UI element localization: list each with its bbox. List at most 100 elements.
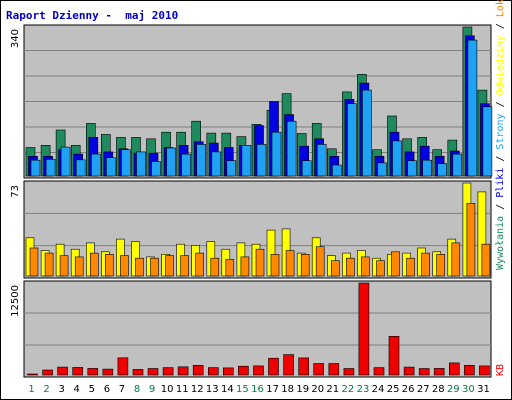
x-tick-label: 22	[342, 384, 355, 395]
x-tick-label: 17	[266, 384, 279, 395]
bar-top-s2-d30	[467, 39, 478, 177]
x-tick-label: 8	[134, 384, 140, 395]
bar-top-s2-d23	[362, 89, 372, 177]
bar-top-s2-d24	[377, 162, 387, 177]
x-tick-label: 15	[236, 384, 249, 395]
x-tick-label: 7	[119, 384, 125, 395]
bar-bottom-s0-d1	[27, 373, 38, 376]
bar-bottom-s0-d8	[132, 369, 144, 376]
x-tick-label: 25	[387, 384, 400, 395]
bar-top-s2-d1	[30, 159, 41, 177]
legend-item: Lokalizacje	[495, 0, 506, 17]
x-tick-label: 1	[28, 384, 34, 395]
plot-area-bottom	[23, 280, 492, 378]
bar-middle-s1-d14	[225, 259, 235, 277]
bar-middle-s1-d23	[361, 256, 370, 277]
x-tick-label: 24	[372, 384, 385, 395]
bar-bottom-s0-d26	[403, 366, 415, 376]
x-tick-label: 2	[43, 384, 49, 395]
x-tick-label: 9	[149, 384, 155, 395]
bar-bottom-s0-d10	[162, 367, 174, 376]
x-tick-label: 20	[311, 384, 324, 395]
bar-top-s2-d21	[331, 164, 342, 177]
bar-top-s2-d9	[151, 161, 161, 177]
bar-bottom-s0-d7	[117, 357, 129, 376]
x-tick-label: 31	[477, 384, 490, 395]
legend-kb: KB	[495, 364, 506, 376]
bar-middle-s1-d3	[59, 255, 69, 277]
bar-bottom-s0-d12	[192, 364, 204, 376]
bar-middle-s1-d21	[330, 260, 340, 277]
x-tick-label: 13	[206, 384, 219, 395]
bar-bottom-s0-d31	[479, 365, 490, 376]
x-tick-label: 21	[326, 384, 339, 395]
x-tick-label: 12	[191, 384, 204, 395]
legend-item: Strony	[495, 113, 506, 149]
x-tick-label: 18	[281, 384, 294, 395]
bar-top-s2-d2	[45, 159, 56, 177]
bar-bottom-s0-d30	[464, 364, 475, 376]
bar-bottom-s0-d3	[57, 366, 68, 376]
bar-top-s2-d19	[301, 160, 312, 177]
bar-middle-s1-d4	[74, 256, 84, 277]
bar-top-s2-d11	[181, 153, 191, 177]
bar-middle-s1-d24	[376, 260, 385, 277]
bar-top-s2-d20	[316, 144, 327, 177]
bar-top-s2-d26	[407, 160, 417, 177]
x-tick-label: 19	[296, 384, 309, 395]
bar-top-s2-d18	[286, 120, 297, 177]
bar-middle-s1-d2	[44, 252, 54, 277]
bar-middle-s1-d16	[255, 248, 265, 277]
x-tick-label: 3	[59, 384, 65, 395]
bar-top-s2-d27	[422, 159, 433, 177]
x-tick-label: 27	[417, 384, 430, 395]
x-tick-label: 5	[89, 384, 95, 395]
x-tick-label: 11	[176, 384, 189, 395]
x-tick-label: 23	[357, 384, 370, 395]
bar-top-s2-d4	[75, 159, 86, 177]
legend-right: Wywołania / Pliki / Strony / Odwiedziny …	[495, 0, 506, 270]
bar-bottom-s0-d22	[343, 368, 355, 376]
bar-middle-s1-d22	[346, 257, 355, 277]
bar-top-s2-d8	[136, 151, 146, 177]
bar-bottom-s0-d6	[102, 368, 114, 376]
bar-bottom-s0-d15	[238, 365, 249, 376]
bar-middle-s1-d1	[29, 247, 39, 277]
bar-middle-s1-d11	[180, 255, 189, 277]
bar-bottom-s0-d21	[328, 363, 340, 376]
y-max-label-top: 340	[10, 29, 21, 48]
bar-top-s2-d12	[196, 144, 206, 177]
chart-title: Raport Dzienny - maj 2010	[6, 9, 179, 22]
x-tick-label: 6	[104, 384, 110, 395]
bar-bottom-s0-d9	[147, 368, 159, 376]
bar-bottom-s0-d27	[418, 368, 430, 376]
bar-top-s2-d17	[271, 131, 282, 177]
legend-item: Pliki	[495, 168, 506, 198]
bar-bottom-s0-d5	[87, 368, 99, 376]
legend-item: /	[495, 17, 506, 35]
bar-middle-s1-d27	[421, 252, 431, 277]
bar-bottom-s0-d16	[253, 365, 264, 376]
bar-bottom-s0-d13	[208, 367, 219, 376]
bar-middle-s1-d13	[210, 257, 220, 277]
x-tick-label: 30	[462, 384, 475, 395]
bar-top-s2-d3	[60, 146, 71, 177]
legend-item: /	[495, 95, 506, 113]
legend-item: /	[495, 198, 506, 216]
bar-middle-s1-d12	[195, 252, 204, 277]
bar-bottom-s0-d17	[268, 357, 279, 376]
bar-bottom-s0-d25	[388, 335, 400, 376]
bar-middle-s1-d30	[466, 203, 476, 277]
bar-bottom-s0-d28	[433, 368, 445, 376]
bar-middle-s1-d8	[135, 257, 144, 277]
bar-top-s2-d31	[482, 106, 493, 177]
bar-top-s2-d28	[437, 163, 448, 177]
x-tick-label: 10	[161, 384, 174, 395]
bar-middle-s1-d26	[406, 257, 415, 277]
bar-bottom-s0-d24	[373, 367, 385, 376]
x-tick-label: 29	[447, 384, 460, 395]
x-tick-label: 26	[402, 384, 415, 395]
bar-middle-s1-d6	[105, 254, 114, 277]
bar-top-s2-d6	[106, 157, 116, 177]
